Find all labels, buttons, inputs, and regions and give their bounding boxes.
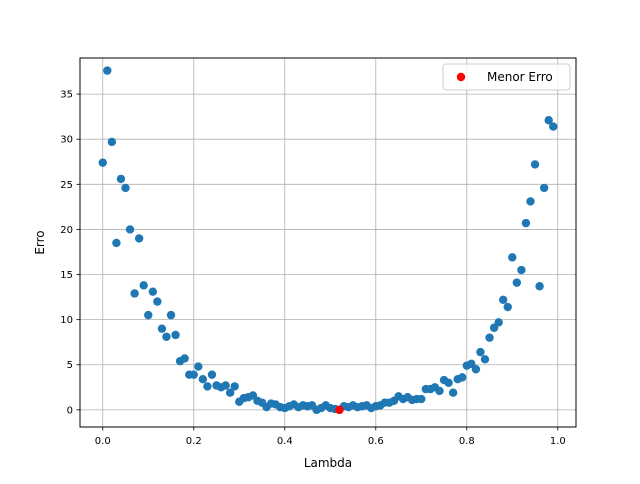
- data-point: [517, 265, 526, 275]
- axes-frame: [79, 57, 577, 428]
- data-point: [225, 388, 235, 397]
- data-point: [417, 394, 426, 404]
- data-point: [508, 253, 517, 262]
- data-point: [189, 370, 198, 379]
- data-point: [498, 295, 508, 304]
- y-axis-label: Erro: [33, 230, 47, 254]
- grid-lines: [80, 58, 576, 427]
- data-point: [148, 287, 158, 296]
- data-point: [448, 388, 458, 397]
- data-point: [198, 374, 208, 384]
- data-point: [435, 386, 444, 396]
- data-point: [144, 310, 153, 320]
- data-point: [103, 66, 112, 75]
- x-tick-label: 0.8: [459, 436, 475, 447]
- x-tick-label: 0.4: [277, 436, 293, 447]
- data-point: [134, 234, 144, 243]
- data-point: [544, 116, 553, 125]
- x-tick-label: 1.0: [550, 436, 566, 447]
- y-tick-label: 30: [60, 135, 73, 146]
- legend-label: Menor Erro: [487, 70, 553, 84]
- x-tick-label: 0.0: [95, 436, 111, 447]
- data-point: [157, 324, 167, 333]
- data-point: [480, 355, 490, 364]
- data-point: [485, 333, 494, 342]
- y-tick-label: 15: [60, 270, 73, 281]
- highlight-points: [335, 405, 344, 415]
- y-tick-label: 5: [67, 360, 73, 371]
- axis-ticks: 0.0 0.2 0.4 0.6 0.8 1.0 0 5 10 15 20 25 30 35: [60, 90, 565, 447]
- data-point: [207, 370, 217, 379]
- data-point: [535, 282, 544, 291]
- data-point: [471, 365, 481, 374]
- data-point: [139, 281, 148, 290]
- data-point: [494, 318, 503, 327]
- y-tick-label: 0: [67, 405, 73, 416]
- data-point: [153, 297, 162, 306]
- data-point: [180, 354, 189, 363]
- data-point: [125, 225, 135, 234]
- y-tick-label: 35: [60, 90, 73, 101]
- data-point: [107, 137, 117, 147]
- data-point: [116, 174, 126, 184]
- data-point: [444, 378, 453, 387]
- y-tick-label: 10: [60, 315, 73, 326]
- data-point: [130, 289, 139, 298]
- data-point: [162, 332, 171, 341]
- data-points: [98, 66, 558, 415]
- data-point: [476, 347, 485, 357]
- data-point: [549, 122, 558, 131]
- data-point: [166, 310, 176, 320]
- x-tick-label: 0.2: [186, 436, 202, 447]
- data-point: [530, 160, 540, 169]
- data-point: [194, 362, 203, 371]
- data-point: [521, 218, 531, 228]
- x-axis-label: Lambda: [304, 456, 352, 470]
- data-point: [112, 238, 121, 248]
- legend-box: [442, 63, 571, 91]
- data-point: [458, 373, 467, 382]
- data-point: [98, 158, 107, 167]
- data-point: [230, 382, 239, 391]
- y-tick-label: 25: [60, 180, 73, 191]
- data-point: [203, 382, 212, 391]
- legend: Menor Erro: [442, 63, 571, 91]
- data-point: [121, 183, 130, 193]
- data-point: [512, 278, 522, 287]
- data-point: [221, 381, 230, 390]
- x-tick-label: 0.6: [368, 436, 384, 447]
- legend-marker: [456, 72, 466, 82]
- y-tick-label: 20: [60, 225, 73, 236]
- data-point: [526, 197, 535, 206]
- data-point: [171, 330, 180, 340]
- min-error-point: [335, 405, 344, 415]
- data-point: [539, 183, 549, 193]
- data-point: [503, 302, 512, 312]
